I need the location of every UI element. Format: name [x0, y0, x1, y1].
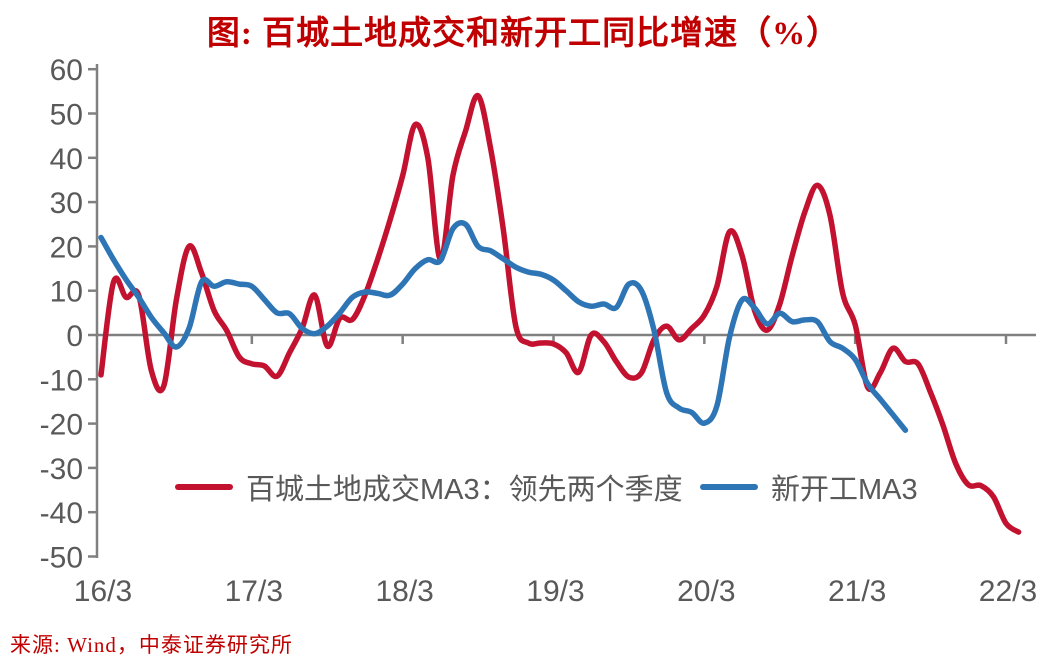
- x-axis-label: 19/3: [526, 575, 584, 608]
- y-axis-label: 40: [50, 143, 83, 176]
- y-axis-label: -20: [40, 409, 83, 442]
- y-axis-label: -40: [40, 497, 83, 530]
- y-axis-label: 50: [50, 99, 83, 132]
- legend-item-land: 百城土地成交MA3：领先两个季度: [175, 466, 683, 508]
- x-axis-label: 22/3: [979, 575, 1037, 608]
- legend-item-starts: 新开工MA3: [700, 466, 918, 508]
- y-axis-label: 10: [50, 276, 83, 309]
- y-axis-label: 60: [50, 54, 83, 87]
- x-axis-label: 20/3: [677, 575, 735, 608]
- y-axis-label: -50: [40, 542, 83, 575]
- y-axis-label: 0: [66, 320, 83, 353]
- y-axis-label: 30: [50, 187, 83, 220]
- starts-line-swatch: [700, 484, 758, 490]
- source-note: 来源: Wind，中泰证券研究所: [10, 633, 293, 657]
- new-starts-line: [98, 220, 909, 433]
- x-axis-label: 18/3: [375, 575, 433, 608]
- land-line-swatch: [175, 484, 233, 490]
- legend: 百城土地成交MA3：领先两个季度 新开工MA3: [0, 466, 1047, 506]
- y-axis-label: 20: [50, 231, 83, 264]
- x-axis-label: 17/3: [225, 575, 283, 608]
- x-axis-label: 16/3: [74, 575, 132, 608]
- y-axis-label: -10: [40, 364, 83, 397]
- chart-title: 图: 百城土地成交和新开工同比增速（%）: [206, 16, 841, 52]
- x-axis-label: 21/3: [828, 575, 886, 608]
- legend-label-starts: 新开工MA3: [771, 474, 918, 506]
- y-axis-label: -30: [40, 453, 83, 486]
- legend-label-land: 百城土地成交MA3：领先两个季度: [246, 474, 683, 506]
